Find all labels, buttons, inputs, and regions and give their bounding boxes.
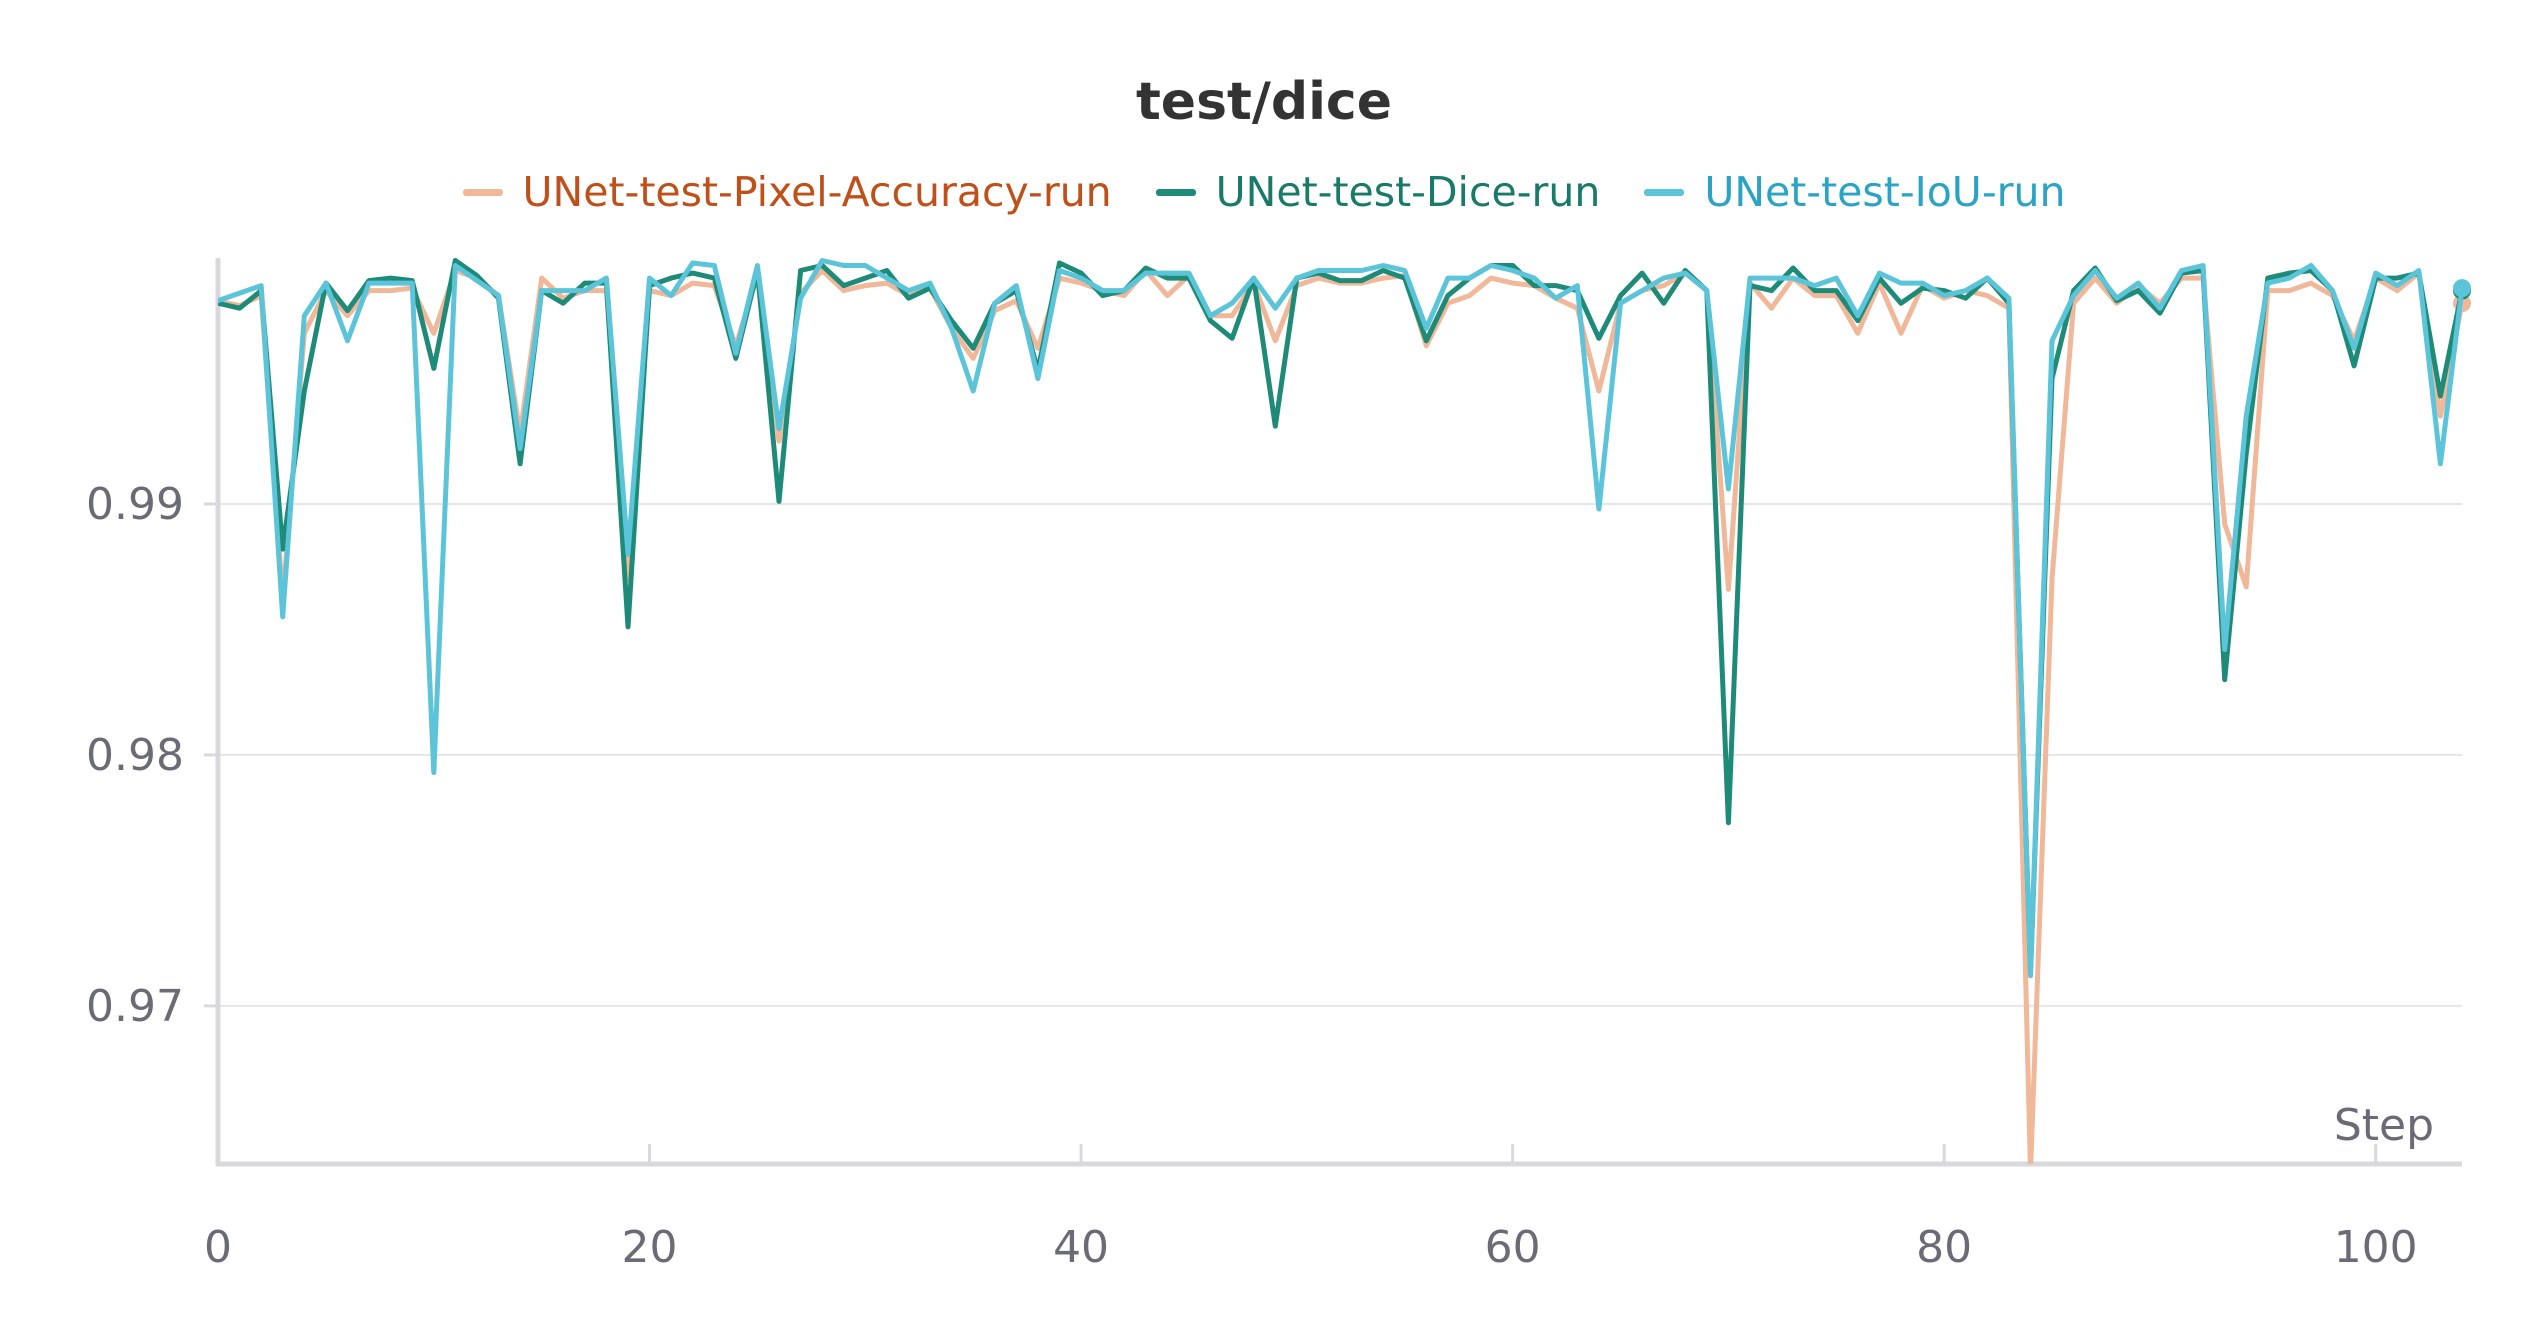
legend: UNet-test-Pixel-Accuracy-run UNet-test-D…	[0, 168, 2528, 216]
legend-item-iou[interactable]: UNet-test-IoU-run	[1644, 168, 2065, 216]
grid-lines	[218, 502, 2462, 1007]
series-line-0	[218, 268, 2465, 1164]
chart-title: test/dice	[1135, 72, 1393, 132]
tick-labels: 0.97 0.98 0.99 0 20 40 60 80 100	[86, 479, 2418, 1273]
x-tick-label: 20	[622, 1222, 678, 1273]
x-tick-label: 40	[1053, 1222, 1109, 1273]
x-tick-label: 60	[1485, 1222, 1541, 1273]
x-tick-label: 0	[204, 1222, 232, 1273]
legend-label-pixel-accuracy: UNet-test-Pixel-Accuracy-run	[522, 168, 1112, 216]
y-tick-label: 0.99	[86, 479, 184, 530]
series-group	[218, 258, 2471, 1164]
x-axis-label: Step	[2334, 1100, 2434, 1151]
y-tick-label: 0.98	[86, 730, 184, 781]
legend-swatch-dice	[1155, 188, 1196, 196]
legend-item-dice[interactable]: UNet-test-Dice-run	[1155, 168, 1601, 216]
series-end-point-2	[2453, 279, 2471, 298]
axes	[204, 258, 2462, 1167]
x-tick-label: 100	[2334, 1222, 2418, 1273]
legend-item-pixel-accuracy[interactable]: UNet-test-Pixel-Accuracy-run	[462, 168, 1112, 216]
series-line-1	[218, 258, 2465, 976]
series-line-2	[218, 258, 2465, 979]
legend-swatch-pixel-accuracy	[462, 188, 503, 196]
legend-label-iou: UNet-test-IoU-run	[1704, 168, 2066, 216]
legend-swatch-iou	[1644, 188, 1685, 196]
legend-label-dice: UNet-test-Dice-run	[1215, 168, 1601, 216]
x-tick-label: 80	[1916, 1222, 1972, 1273]
y-tick-label: 0.97	[86, 981, 184, 1032]
